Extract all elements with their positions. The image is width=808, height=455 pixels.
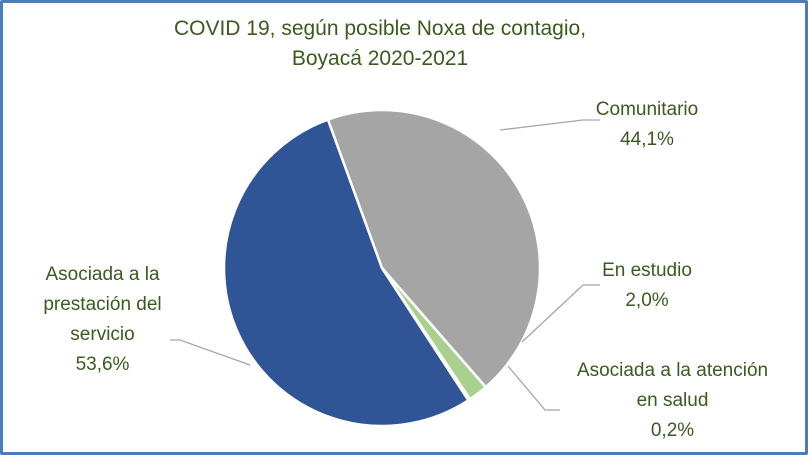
chart-title: COVID 19, según posible Noxa de contagio… <box>173 17 587 70</box>
leader-line <box>507 365 560 411</box>
pie-slice <box>222 117 471 428</box>
slice-label: Comunitario 44,1% <box>595 99 699 150</box>
leader-line <box>170 339 251 366</box>
leader-lines <box>170 119 600 411</box>
leader-line <box>521 284 600 343</box>
slice-label: En estudio 2,0% <box>602 260 692 311</box>
slice-label: Asociada a la prestación del servicio 53,… <box>43 264 162 375</box>
slice-label: Asociada a la atención en salud 0,2% <box>576 360 769 441</box>
leader-line <box>499 119 600 131</box>
pie-slice <box>326 108 542 389</box>
